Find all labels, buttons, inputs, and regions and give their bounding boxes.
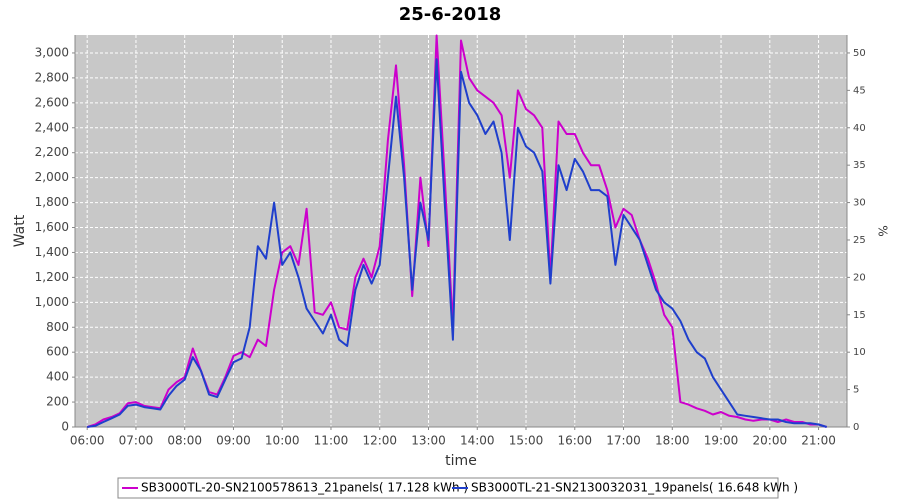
legend-label: SB3000TL-21-SN2130032031_19panels( 16.64… <box>471 481 798 495</box>
y2-tick-label: 20 <box>853 272 866 283</box>
x-tick-label: 11:00 <box>314 434 349 448</box>
x-tick-label: 20:00 <box>753 434 788 448</box>
y2-tick-label: 15 <box>853 310 866 321</box>
x-tick-label: 15:00 <box>509 434 544 448</box>
y2-tick-label: 35 <box>853 160 866 171</box>
x-tick-label: 10:00 <box>265 434 300 448</box>
y-tick-label: 2,400 <box>35 120 69 134</box>
x-tick-label: 16:00 <box>557 434 592 448</box>
x-tick-label: 13:00 <box>411 434 446 448</box>
legend <box>117 477 779 499</box>
y2-tick-label: 5 <box>853 385 859 396</box>
y-tick-label: 400 <box>46 370 69 384</box>
y-tick-label: 1,200 <box>35 270 69 284</box>
legend-label: SB3000TL-20-SN2100578613_21panels( 17.12… <box>141 481 468 495</box>
y-tick-label: 3,000 <box>35 45 69 59</box>
y-tick-label: 1,000 <box>35 295 69 309</box>
series-line <box>87 58 827 428</box>
y2-tick-label: 0 <box>853 422 859 433</box>
chart-title: 25-6-2018 <box>399 4 502 25</box>
y-tick-label: 2,200 <box>35 145 69 159</box>
x-tick-label: 06:00 <box>70 434 105 448</box>
y2-tick-label: 50 <box>853 48 866 59</box>
y-tick-label: 1,600 <box>35 220 69 234</box>
y-axis-label: Watt <box>12 214 28 247</box>
y2-tick-label: 45 <box>853 85 866 96</box>
x-tick-label: 18:00 <box>655 434 690 448</box>
y2-tick-label: 25 <box>853 235 866 246</box>
y-tick-label: 800 <box>46 320 69 334</box>
y2-tick-label: 30 <box>853 198 866 209</box>
y-tick-label: 2,000 <box>35 170 69 184</box>
y-tick-label: 1,400 <box>35 245 69 259</box>
x-tick-label: 07:00 <box>119 434 154 448</box>
y2-tick-label: 10 <box>853 347 866 358</box>
x-tick-label: 21:00 <box>801 434 836 448</box>
y-tick-label: 200 <box>46 395 69 409</box>
y2-tick-label: 40 <box>853 123 866 134</box>
x-tick-label: 14:00 <box>460 434 495 448</box>
y2-axis-label: % <box>876 225 890 236</box>
x-tick-label: 19:00 <box>704 434 739 448</box>
x-tick-label: 09:00 <box>216 434 251 448</box>
y-tick-label: 1,800 <box>35 195 69 209</box>
y-tick-label: 2,800 <box>35 70 69 84</box>
y-tick-label: 600 <box>46 345 69 359</box>
x-tick-label: 12:00 <box>362 434 397 448</box>
y-tick-label: 2,600 <box>35 95 69 109</box>
x-axis-label: time <box>445 453 477 469</box>
x-tick-label: 17:00 <box>606 434 641 448</box>
x-tick-label: 08:00 <box>167 434 202 448</box>
y-tick-label: 0 <box>61 420 69 434</box>
